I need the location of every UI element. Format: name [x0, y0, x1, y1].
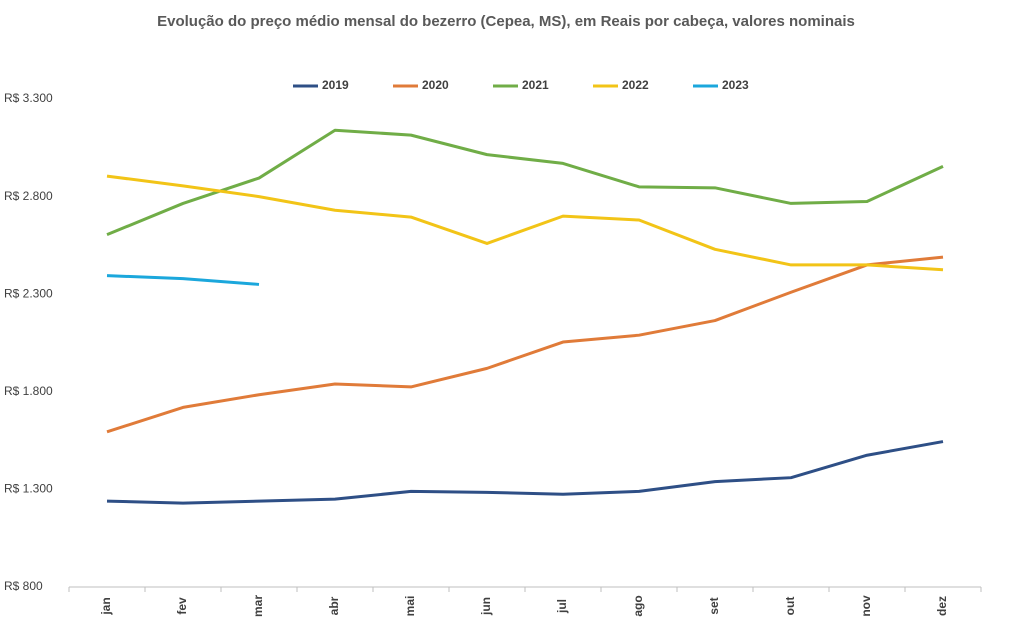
legend-label: 2020: [422, 78, 449, 92]
x-tick-label: ago: [631, 595, 645, 616]
chart-title: Evolução do preço médio mensal do bezerr…: [157, 13, 855, 30]
x-tick-label: jan: [99, 597, 113, 615]
x-tick-label: mai: [403, 596, 417, 617]
x-tick-label: abr: [327, 596, 341, 615]
x-tick-label: jun: [479, 597, 493, 616]
series-line: [106, 128, 944, 237]
x-tick-label: jul: [555, 599, 569, 614]
series-line: [106, 274, 260, 286]
y-tick-label: R$ 800: [4, 579, 43, 593]
y-tick-label: R$ 2.300: [4, 286, 53, 300]
series-line: [106, 440, 944, 505]
x-tick-label: out: [783, 597, 797, 616]
y-tick-label: R$ 1.300: [4, 482, 53, 496]
x-tick-label: nov: [859, 595, 873, 617]
y-tick-label: R$ 3.300: [4, 91, 53, 105]
series-line: [106, 255, 944, 434]
legend-label: 2022: [622, 78, 649, 92]
y-tick-label: R$ 1.800: [4, 384, 53, 398]
legend-label: 2019: [322, 78, 349, 92]
legend-label: 2021: [522, 78, 549, 92]
series-line: [106, 174, 944, 272]
x-tick-label: mar: [251, 595, 265, 617]
y-tick-label: R$ 2.800: [4, 189, 53, 203]
legend-label: 2023: [722, 78, 749, 92]
x-tick-label: set: [707, 597, 721, 614]
x-tick-label: dez: [935, 596, 949, 616]
x-tick-label: fev: [175, 597, 189, 615]
